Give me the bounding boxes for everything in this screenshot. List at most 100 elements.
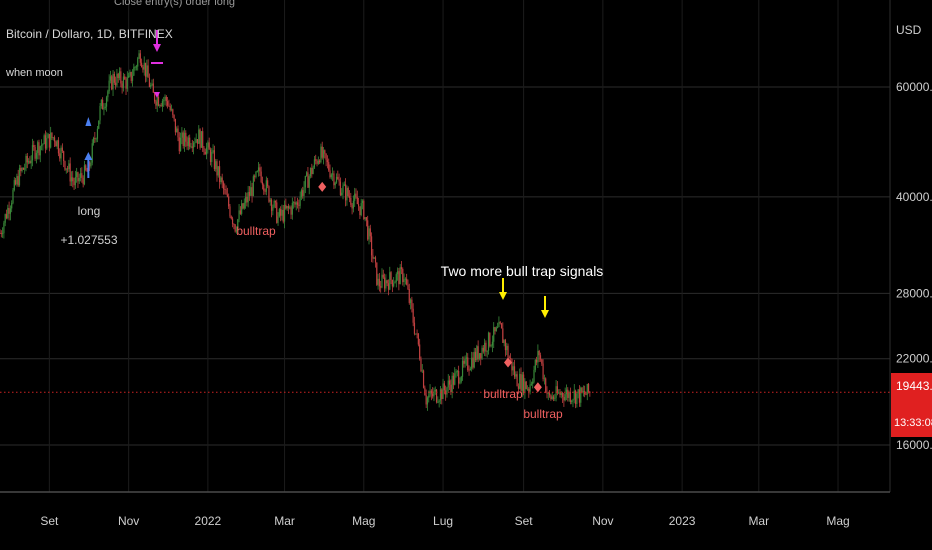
candle-body <box>289 207 291 209</box>
candle-body <box>7 207 9 219</box>
candle-body <box>587 383 590 393</box>
candle-body <box>89 162 91 167</box>
candle-body <box>212 150 214 153</box>
candle-body <box>90 162 92 167</box>
candle-body <box>163 100 165 102</box>
candle-body <box>255 171 257 178</box>
candle-body <box>567 389 569 398</box>
candle-body <box>338 179 340 182</box>
candle-body <box>20 167 22 172</box>
exit-marker-icon <box>154 92 160 98</box>
candle-body <box>578 389 581 403</box>
candle-body <box>510 357 512 359</box>
candle-body <box>277 216 279 223</box>
candle-body <box>389 272 391 290</box>
candle-body <box>79 173 82 178</box>
candle-body <box>170 109 173 111</box>
candle-body <box>330 174 332 178</box>
candle-body <box>83 165 86 185</box>
bar-countdown: 13:33:08 <box>894 417 932 429</box>
candle-body <box>325 153 327 161</box>
candle-body <box>159 105 161 106</box>
candle-body <box>263 184 265 191</box>
candle-body <box>177 128 179 138</box>
candle-body <box>293 202 295 203</box>
candle-body <box>369 228 371 237</box>
candle-body <box>27 161 30 163</box>
candle-body <box>326 160 329 163</box>
long-quantity: +1.027553 <box>60 233 117 247</box>
candle-body <box>335 176 338 183</box>
candle-body <box>504 340 507 351</box>
candle-body <box>559 392 561 395</box>
candle-body <box>380 286 382 288</box>
candle-body <box>368 228 370 240</box>
candle-body <box>286 206 288 209</box>
candle-body <box>461 360 464 377</box>
candle-body <box>515 374 517 377</box>
candle-body <box>494 327 496 332</box>
candle-body <box>53 137 56 142</box>
candle-body <box>482 347 484 352</box>
time-tick-label: Set <box>40 514 59 528</box>
indicator-name: when moon <box>5 67 63 79</box>
candle-body <box>252 176 254 196</box>
time-axis: Set Nov 2022 Mar Mag Lug Set Nov 2023 Mar Mag <box>40 514 849 528</box>
candle-body <box>63 151 65 162</box>
candle-body <box>281 209 283 216</box>
candle-body <box>406 278 408 285</box>
candle-body <box>302 190 304 196</box>
candle-body <box>76 172 78 178</box>
candle-body <box>167 101 169 106</box>
candle-body <box>524 381 526 394</box>
candle-body <box>394 281 396 284</box>
candle-body <box>421 370 423 372</box>
candle-body <box>239 210 241 214</box>
candle-body <box>81 173 83 178</box>
candle-body <box>459 381 461 384</box>
candle-body <box>521 374 523 391</box>
candle-body <box>128 75 130 78</box>
candle-body <box>589 392 591 393</box>
candle-body <box>138 53 140 59</box>
callout-arrow-1-head <box>499 292 507 300</box>
candle-body <box>548 393 551 396</box>
candle-body <box>278 209 280 217</box>
candle-body <box>174 118 177 133</box>
candle-body <box>251 187 253 196</box>
candle-body <box>31 145 34 161</box>
candle-body <box>359 206 361 216</box>
candle-body <box>154 92 156 102</box>
candle-body <box>508 357 510 359</box>
candle-body <box>343 184 345 186</box>
candle-body <box>186 141 188 146</box>
candle-body <box>172 109 174 115</box>
candle-body <box>34 147 36 159</box>
candle-body <box>283 204 286 222</box>
candle-body <box>403 279 405 283</box>
candle-body <box>69 163 71 182</box>
candle-body <box>554 397 556 399</box>
candle-body <box>563 396 565 401</box>
candle-body <box>48 134 50 148</box>
candle-body <box>485 342 487 352</box>
time-tick-label: 2023 <box>669 514 696 528</box>
candle-body <box>291 202 293 215</box>
candle-body <box>486 350 488 352</box>
candle-body <box>51 132 53 139</box>
candle-body <box>22 167 24 170</box>
candle-body <box>422 370 425 388</box>
candle-body <box>443 383 445 391</box>
candle-body <box>322 150 325 158</box>
candle-body <box>111 76 113 90</box>
candle-body <box>354 193 356 201</box>
candle-body <box>33 145 35 148</box>
candle-body <box>506 345 508 351</box>
candle-body <box>217 166 219 176</box>
candle-body <box>339 181 342 196</box>
candle-body <box>125 79 127 89</box>
candle-body <box>432 393 434 397</box>
callout-text: Two more bull trap signals <box>441 263 604 279</box>
candle-body <box>257 167 260 172</box>
